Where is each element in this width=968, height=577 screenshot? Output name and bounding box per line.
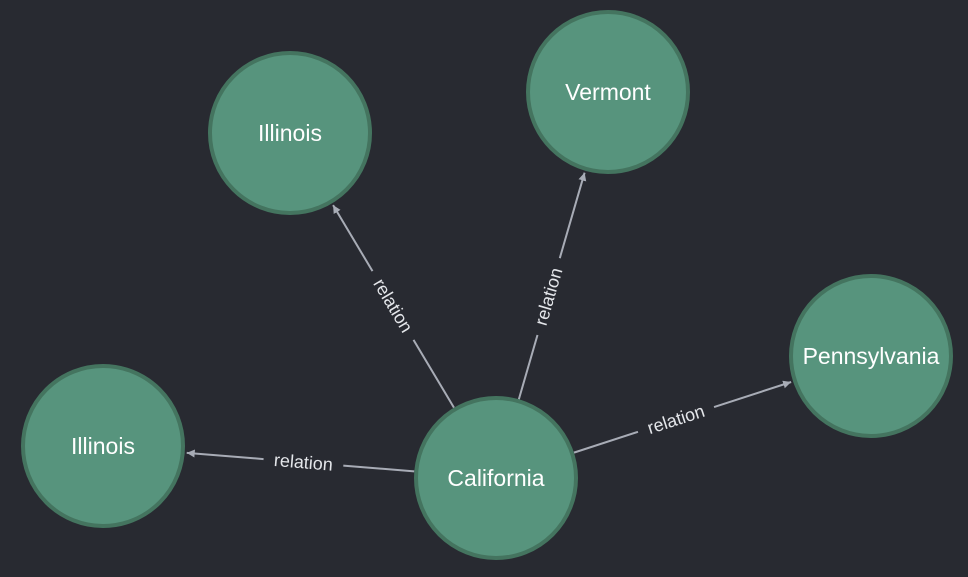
node-circle	[789, 274, 953, 438]
edge-california-to-vermont[interactable]: relation	[517, 172, 587, 400]
edge-label: relation	[645, 401, 707, 438]
edge-line	[573, 430, 639, 454]
edge-label: relation	[273, 450, 333, 475]
node-circle	[21, 364, 185, 528]
edge-line-arrow	[713, 380, 792, 409]
edge-label: relation	[369, 275, 416, 336]
node-illinois-left[interactable]: Illinois	[21, 364, 185, 528]
edge-label: relation	[531, 265, 567, 327]
node-label: Illinois	[258, 120, 322, 146]
node-label: Vermont	[565, 79, 651, 105]
node-label: Pennsylvania	[803, 343, 940, 369]
node-pennsylvania[interactable]: Pennsylvania	[789, 274, 953, 438]
edge-line-arrow	[558, 172, 587, 259]
edge-line-arrow	[332, 204, 374, 272]
edge-california-to-illinois-left[interactable]: relation	[186, 449, 415, 475]
edge-california-to-pennsylvania[interactable]: relation	[573, 380, 792, 454]
node-vermont[interactable]: Vermont	[526, 10, 690, 174]
edge-line	[343, 464, 415, 473]
node-illinois-top[interactable]: Illinois	[208, 51, 372, 215]
node-circle	[526, 10, 690, 174]
node-label: Illinois	[71, 433, 135, 459]
node-circle	[208, 51, 372, 215]
node-california[interactable]: California	[414, 396, 578, 560]
edge-line	[412, 339, 455, 409]
node-label: California	[447, 465, 544, 491]
edge-line	[517, 334, 539, 400]
node-circle	[414, 396, 578, 560]
nodes-layer: California Illinois Illinois Vermont Pennsyl…	[21, 10, 953, 560]
edge-line-arrow	[186, 449, 264, 461]
edge-california-to-illinois-top[interactable]: relation	[332, 204, 455, 409]
